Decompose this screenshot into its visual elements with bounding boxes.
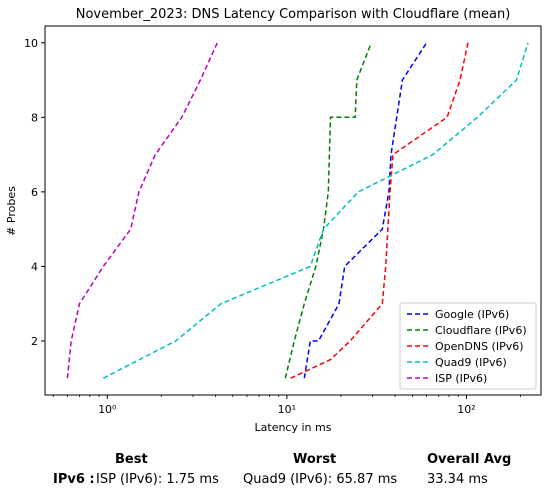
overall-avg-value: 33.34 ms	[427, 472, 488, 487]
y-tick-label: 2	[31, 335, 38, 348]
best-value: ISP (IPv6): 1.75 ms	[96, 472, 219, 487]
series-line-google-ipv6	[303, 42, 428, 379]
legend-label-quad9-ipv6: Quad9 (IPv6)	[435, 356, 507, 369]
overall-avg-header: Overall Avg	[427, 452, 512, 467]
best-header: Best	[115, 452, 148, 467]
series-layer	[66, 42, 529, 379]
legend-label-opendns-ipv6: OpenDNS (IPv6)	[435, 340, 524, 353]
series-line-isp-ipv6	[66, 42, 218, 379]
x-tick-label: 10¹	[278, 403, 296, 416]
y-tick-label: 10	[24, 37, 38, 50]
y-tick-label: 8	[31, 111, 38, 124]
y-tick-label: 6	[31, 186, 38, 199]
ticks-layer: 10⁰ 10¹ 10² 2 4 6 8 10	[24, 37, 521, 416]
chart-title: November_2023: DNS Latency Comparison wi…	[76, 7, 511, 22]
legend-label-isp-ipv6: ISP (IPv6)	[435, 372, 487, 385]
legend-label-cloudflare-ipv6: Cloudflare (IPv6)	[435, 324, 527, 337]
y-axis-label: # Probes	[5, 186, 18, 236]
plot-frame	[44, 25, 542, 396]
legend-label-google-ipv6: Google (IPv6)	[435, 308, 509, 321]
series-line-cloudflare-ipv6	[284, 42, 372, 379]
x-tick-label: 10⁰	[98, 403, 117, 416]
latency-chart: November_2023: DNS Latency Comparison wi…	[5, 7, 542, 434]
x-tick-label: 10²	[457, 403, 475, 416]
legend-box	[399, 302, 537, 390]
legend: Google (IPv6) Cloudflare (IPv6) OpenDNS (I…	[399, 302, 537, 390]
summary-panel: Best Worst Overall Avg IPv6 : ISP (IPv6)…	[0, 448, 548, 494]
worst-value: Quad9 (IPv6): 65.87 ms	[243, 472, 398, 487]
worst-header: Worst	[293, 452, 337, 467]
x-axis-label: Latency in ms	[255, 421, 332, 434]
series-line-opendns-ipv6	[290, 42, 469, 379]
ipv6-row-label: IPv6 :	[53, 472, 95, 487]
y-tick-label: 4	[31, 260, 38, 273]
